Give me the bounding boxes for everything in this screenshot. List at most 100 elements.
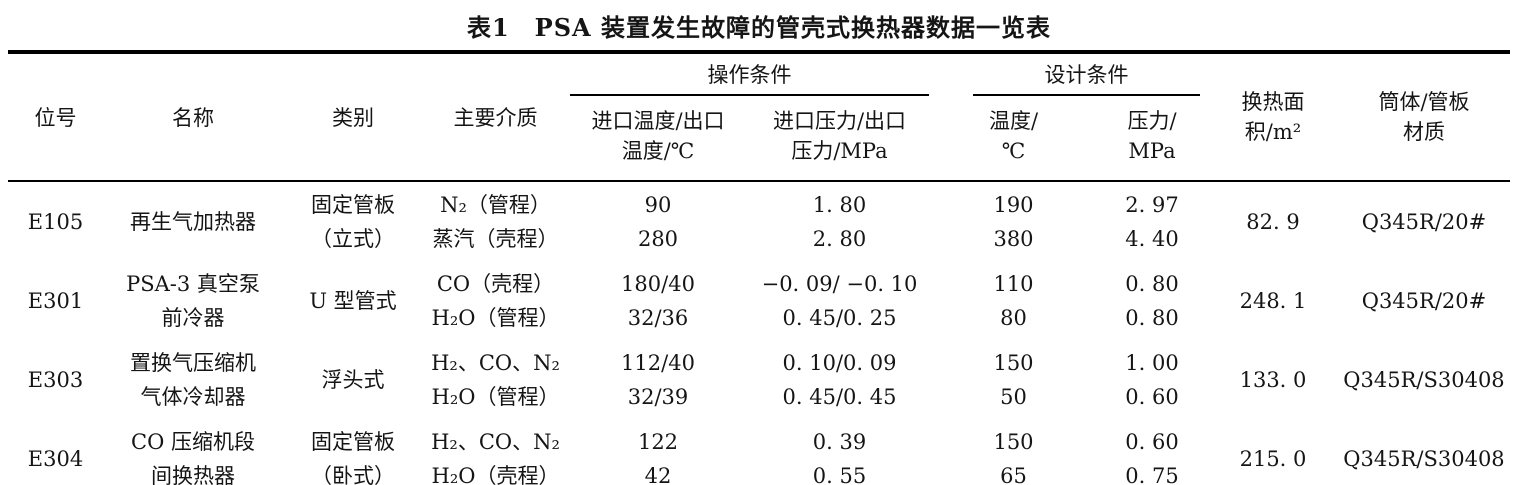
cell-name-line: CO 压缩机段 bbox=[131, 429, 255, 454]
col-header-op-temp: 进口温度/出口 温度/℃ bbox=[568, 96, 748, 181]
cell-op-temp: 90 280 bbox=[568, 181, 748, 261]
cell-name-line: 气体冷却器 bbox=[140, 384, 246, 409]
cell-tag: E304 bbox=[27, 446, 84, 471]
col-header-des-press: 压力/ MPa bbox=[1096, 96, 1208, 181]
cell-tag: E105 bbox=[27, 209, 84, 234]
cell-medium-line: H₂O（壳程） bbox=[431, 463, 560, 485]
cell-medium-line: H₂、CO、N₂ bbox=[431, 429, 560, 454]
cell-des-temp-line: 150 bbox=[993, 429, 1034, 454]
cell-medium: H₂、CO、N₂ H₂O（管程） bbox=[423, 340, 568, 419]
cell-op-temp-line: 122 bbox=[637, 429, 679, 454]
des-temp-header-line: ℃ bbox=[1001, 139, 1026, 163]
heat-exchanger-table: 位号 名称 类别 主要介质 操作条件 设计条件 换热面 积/m² 筒体/管板 材… bbox=[8, 50, 1510, 485]
cell-area: 82. 9 bbox=[1246, 209, 1300, 234]
col-header-op-press: 进口压力/出口 压力/MPa bbox=[748, 96, 931, 181]
cell-des-press: 0. 80 0. 80 bbox=[1096, 261, 1208, 340]
cell-op-press-line: 0. 45/0. 45 bbox=[782, 384, 897, 409]
op-temp-header-line: 温度/℃ bbox=[621, 139, 695, 163]
cell-op-press: −0. 09/ −0. 10 0. 45/0. 25 bbox=[748, 261, 931, 340]
cell-des-press: 2. 97 4. 40 bbox=[1096, 181, 1208, 261]
header-row-groups: 位号 名称 类别 主要介质 操作条件 设计条件 换热面 积/m² 筒体/管板 材… bbox=[8, 52, 1510, 144]
cell-category: 固定管板 （立式） bbox=[283, 181, 423, 261]
cell-category-line: （卧式） bbox=[311, 463, 395, 485]
cell-op-press-line: 1. 80 bbox=[812, 192, 867, 217]
col-group-design-conditions: 设计条件 bbox=[931, 52, 1208, 96]
cell-name: 置换气压缩机 气体冷却器 bbox=[103, 340, 283, 419]
cell-des-temp-line: 380 bbox=[993, 226, 1034, 251]
cell-op-press: 0. 39 0. 55 bbox=[748, 419, 931, 485]
op-temp-header-line: 进口温度/出口 bbox=[591, 109, 725, 133]
cell-medium: CO（壳程） H₂O（管程） bbox=[423, 261, 568, 340]
cell-name-line: PSA-3 真空泵 bbox=[126, 271, 260, 296]
cell-des-press-line: 0. 75 bbox=[1125, 463, 1179, 485]
cell-category: U 型管式 bbox=[283, 261, 423, 340]
col-header-tag: 位号 bbox=[34, 106, 77, 130]
cell-category-line: U 型管式 bbox=[309, 288, 397, 313]
des-press-header-line: MPa bbox=[1128, 139, 1176, 163]
cell-op-press-line: 0. 45/0. 25 bbox=[782, 305, 897, 330]
des-press-header-line: 压力/ bbox=[1127, 109, 1177, 133]
cell-area: 215. 0 bbox=[1239, 446, 1307, 471]
cell-des-press: 0. 60 0. 75 bbox=[1096, 419, 1208, 485]
cell-medium-line: CO（壳程） bbox=[436, 271, 555, 296]
op-press-header-line: 进口压力/出口 bbox=[772, 109, 907, 133]
cell-op-temp-line: 32/36 bbox=[627, 305, 689, 330]
cell-op-temp: 180/40 32/36 bbox=[568, 261, 748, 340]
cell-medium: H₂、CO、N₂ H₂O（壳程） bbox=[423, 419, 568, 485]
cell-medium-line: H₂O（管程） bbox=[431, 384, 560, 409]
table-row-e303: E303 置换气压缩机 气体冷却器 浮头式 H₂、CO、N₂ H₂O（管程） 1… bbox=[8, 340, 1510, 419]
cell-area: 248. 1 bbox=[1239, 288, 1307, 313]
cell-des-temp-line: 65 bbox=[1000, 463, 1027, 485]
cell-op-press: 1. 80 2. 80 bbox=[748, 181, 931, 261]
cell-material: Q345R/20# bbox=[1361, 209, 1487, 234]
cell-name: 再生气加热器 bbox=[103, 181, 283, 261]
cell-op-temp-line: 90 bbox=[644, 192, 672, 217]
cell-medium-line: H₂O（管程） bbox=[431, 305, 560, 330]
cell-category: 固定管板 （卧式） bbox=[283, 419, 423, 485]
cell-op-press-line: 0. 39 bbox=[812, 429, 867, 454]
cell-des-press-line: 4. 40 bbox=[1125, 226, 1179, 251]
cell-des-temp: 150 65 bbox=[931, 419, 1096, 485]
cell-material: Q345R/S30408 bbox=[1343, 446, 1505, 471]
area-header-line: 换热面 bbox=[1241, 90, 1305, 114]
cell-des-temp-line: 150 bbox=[993, 350, 1034, 375]
cell-des-temp-line: 80 bbox=[1000, 305, 1027, 330]
col-header-area: 换热面 积/m² bbox=[1208, 52, 1338, 181]
cell-des-press-line: 1. 00 bbox=[1125, 350, 1179, 375]
table-row-e304: E304 CO 压缩机段 间换热器 固定管板 （卧式） H₂、CO、N₂ H₂O… bbox=[8, 419, 1510, 485]
cell-medium: N₂（管程） 蒸汽（壳程） bbox=[423, 181, 568, 261]
col-header-material: 筒体/管板 材质 bbox=[1338, 52, 1510, 181]
cell-tag: E303 bbox=[27, 367, 84, 392]
cell-op-temp: 112/40 32/39 bbox=[568, 340, 748, 419]
cell-area: 133. 0 bbox=[1239, 367, 1307, 392]
operating-group-label: 操作条件 bbox=[707, 63, 792, 87]
cell-op-temp-line: 112/40 bbox=[621, 350, 695, 375]
des-temp-header-line: 温度/ bbox=[988, 109, 1039, 133]
cell-category-line: 固定管板 bbox=[311, 429, 395, 454]
cell-op-press: 0. 10/0. 09 0. 45/0. 45 bbox=[748, 340, 931, 419]
header-row-subcolumns: 进口温度/出口 温度/℃ 进口压力/出口 压力/MPa 温度/ ℃ 压力/ MP… bbox=[8, 96, 1510, 181]
table-body: E105 再生气加热器 固定管板 （立式） N₂（管程） 蒸汽（壳程） 90 2… bbox=[8, 181, 1510, 485]
cell-des-temp: 110 80 bbox=[931, 261, 1096, 340]
cell-name-line: 前冷器 bbox=[161, 305, 225, 330]
col-header-category: 类别 bbox=[332, 106, 374, 130]
col-header-des-temp: 温度/ ℃ bbox=[931, 96, 1096, 181]
cell-medium-line: H₂、CO、N₂ bbox=[431, 350, 560, 375]
cell-category: 浮头式 bbox=[283, 340, 423, 419]
cell-des-press-line: 2. 97 bbox=[1125, 192, 1179, 217]
cell-tag: E301 bbox=[27, 288, 84, 313]
design-group-label: 设计条件 bbox=[1044, 63, 1129, 87]
area-header-line: 积/m² bbox=[1244, 120, 1302, 144]
cell-name-line: 置换气压缩机 bbox=[130, 350, 256, 375]
cell-name: PSA-3 真空泵 前冷器 bbox=[103, 261, 283, 340]
cell-op-temp: 122 42 bbox=[568, 419, 748, 485]
cell-des-temp-line: 190 bbox=[993, 192, 1034, 217]
col-group-operating-conditions: 操作条件 bbox=[568, 52, 931, 96]
cell-medium-line: 蒸汽（壳程） bbox=[432, 226, 559, 251]
cell-op-press-line: 2. 80 bbox=[812, 226, 867, 251]
cell-category-line: 浮头式 bbox=[321, 367, 385, 392]
op-press-header-line: 压力/MPa bbox=[791, 139, 888, 163]
table-row-e301: E301 PSA-3 真空泵 前冷器 U 型管式 CO（壳程） H₂O（管程） … bbox=[8, 261, 1510, 340]
cell-des-temp-line: 50 bbox=[1000, 384, 1027, 409]
col-header-medium: 主要介质 bbox=[453, 106, 538, 130]
